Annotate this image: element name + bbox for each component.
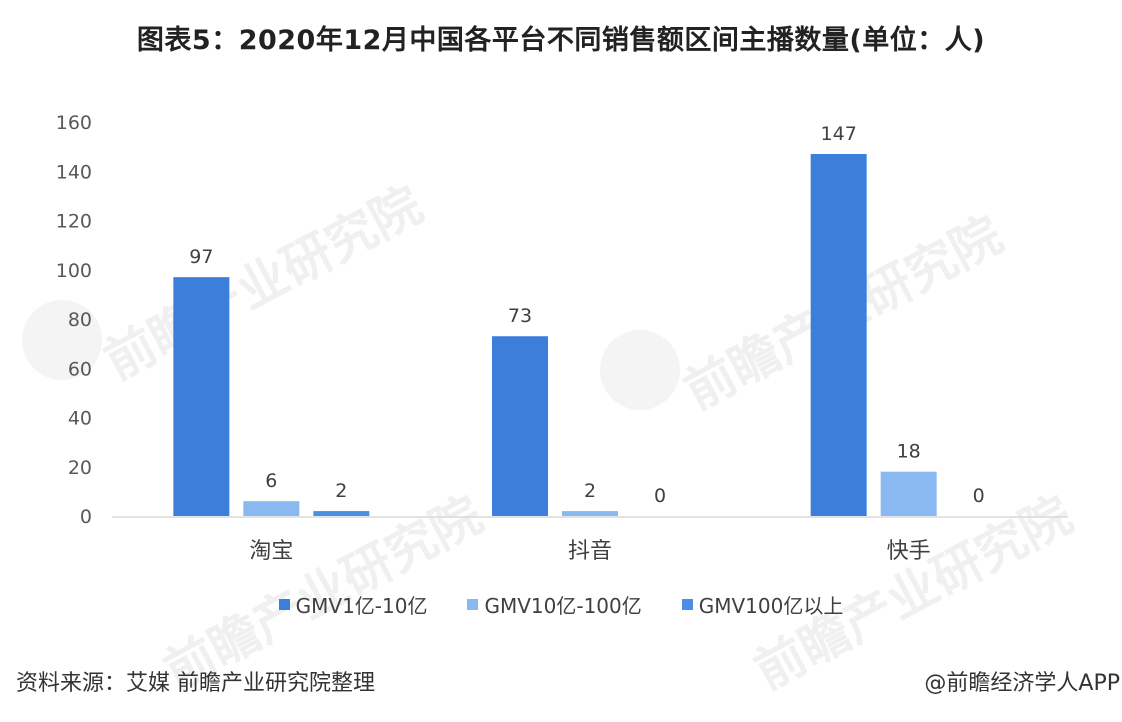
source-note: 资料来源：艾媒 前瞻产业研究院整理 — [16, 671, 375, 696]
chart-title: 图表5：2020年12月中国各平台不同销售额区间主播数量(单位：人) — [136, 25, 986, 56]
legend-item: GMV100亿以上 — [681, 590, 844, 619]
bar — [173, 277, 230, 516]
x-tick-label: 抖音 — [568, 539, 612, 564]
data-label: 147 — [821, 123, 857, 145]
chart-legend: GMV1亿-10亿 GMV10亿-100亿 GMV100亿以上 — [0, 590, 1122, 619]
bar — [562, 511, 618, 516]
legend-item: GMV10亿-100亿 — [467, 590, 642, 619]
data-label: 0 — [973, 485, 985, 507]
x-tick-label: 快手 — [887, 539, 931, 564]
legend-label: GMV1亿-10亿 — [295, 594, 428, 618]
y-tick-label: 160 — [56, 112, 92, 134]
data-label: 73 — [508, 305, 532, 327]
data-label: 2 — [584, 480, 596, 502]
data-label: 6 — [265, 470, 277, 492]
data-label: 18 — [897, 441, 921, 463]
legend-item: GMV1亿-10亿 — [278, 590, 428, 619]
bar — [880, 471, 937, 516]
y-tick-label: 80 — [68, 309, 92, 331]
bar — [243, 501, 300, 516]
legend-label: GMV10亿-100亿 — [484, 594, 642, 618]
y-tick-label: 0 — [80, 506, 92, 528]
y-tick-label: 140 — [56, 161, 92, 183]
bar — [313, 511, 370, 516]
legend-swatch — [278, 599, 290, 610]
bar — [492, 336, 548, 516]
legend-swatch — [681, 599, 693, 610]
y-tick-label: 120 — [56, 211, 92, 233]
y-tick-label: 100 — [56, 260, 92, 282]
legend-label: GMV100亿以上 — [698, 594, 844, 618]
y-tick-label: 20 — [68, 457, 92, 479]
bar — [810, 154, 867, 516]
y-tick-label: 40 — [68, 408, 92, 430]
credit-note: @前瞻经济学人APP — [924, 671, 1120, 696]
legend-swatch — [467, 599, 479, 610]
x-tick-label: 淘宝 — [249, 539, 293, 564]
data-label: 0 — [654, 485, 666, 507]
data-label: 2 — [335, 480, 347, 502]
data-label: 97 — [189, 246, 213, 268]
y-tick-label: 60 — [68, 358, 92, 380]
